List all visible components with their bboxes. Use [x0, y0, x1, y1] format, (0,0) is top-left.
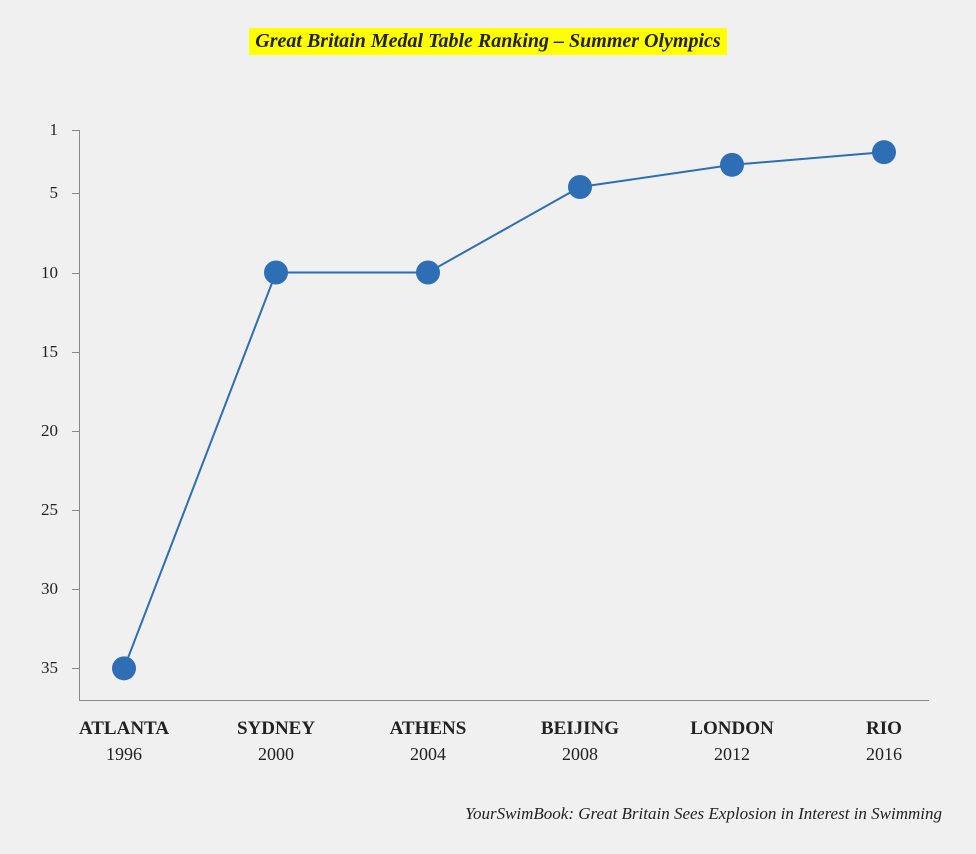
y-tick [72, 193, 79, 194]
y-tick [72, 352, 79, 353]
y-axis-label: 35 [18, 658, 58, 678]
y-axis-label: 10 [18, 263, 58, 283]
series-line [124, 152, 884, 668]
y-axis-label: 1 [18, 120, 58, 140]
y-tick [72, 130, 79, 131]
data-point [720, 153, 744, 177]
chart-title: Great Britain Medal Table Ranking – Summ… [249, 28, 726, 55]
chart-svg [79, 130, 929, 702]
plot-area: 15101520253035ATLANTA1996SYDNEY2000ATHEN… [79, 130, 929, 700]
x-axis-year-label: 2016 [814, 744, 954, 765]
data-point [264, 261, 288, 285]
chart-title-wrap: Great Britain Medal Table Ranking – Summ… [0, 28, 976, 55]
x-axis-city-label: BEIJING [510, 718, 650, 740]
x-axis-line [79, 700, 929, 701]
data-point [872, 140, 896, 164]
y-axis-line [79, 130, 80, 700]
y-axis-label: 30 [18, 579, 58, 599]
x-axis-year-label: 2004 [358, 744, 498, 765]
x-axis-year-label: 2000 [206, 744, 346, 765]
x-axis-city-label: SYDNEY [206, 718, 346, 740]
chart-footer: YourSwimBook: Great Britain Sees Explosi… [465, 804, 942, 824]
y-tick [72, 431, 79, 432]
y-axis-label: 5 [18, 183, 58, 203]
y-axis-label: 25 [18, 500, 58, 520]
y-tick [72, 273, 79, 274]
data-point [416, 261, 440, 285]
data-point [112, 656, 136, 680]
y-axis-label: 15 [18, 342, 58, 362]
x-axis-city-label: ATHENS [358, 718, 498, 740]
x-axis-year-label: 1996 [54, 744, 194, 765]
y-axis-label: 20 [18, 421, 58, 441]
x-axis-city-label: ATLANTA [54, 718, 194, 740]
x-axis-city-label: RIO [814, 718, 954, 740]
chart-container: Great Britain Medal Table Ranking – Summ… [0, 0, 976, 854]
y-tick [72, 510, 79, 511]
x-axis-year-label: 2012 [662, 744, 802, 765]
x-axis-city-label: LONDON [662, 718, 802, 740]
data-point [568, 175, 592, 199]
y-tick [72, 589, 79, 590]
x-axis-year-label: 2008 [510, 744, 650, 765]
y-tick [72, 668, 79, 669]
